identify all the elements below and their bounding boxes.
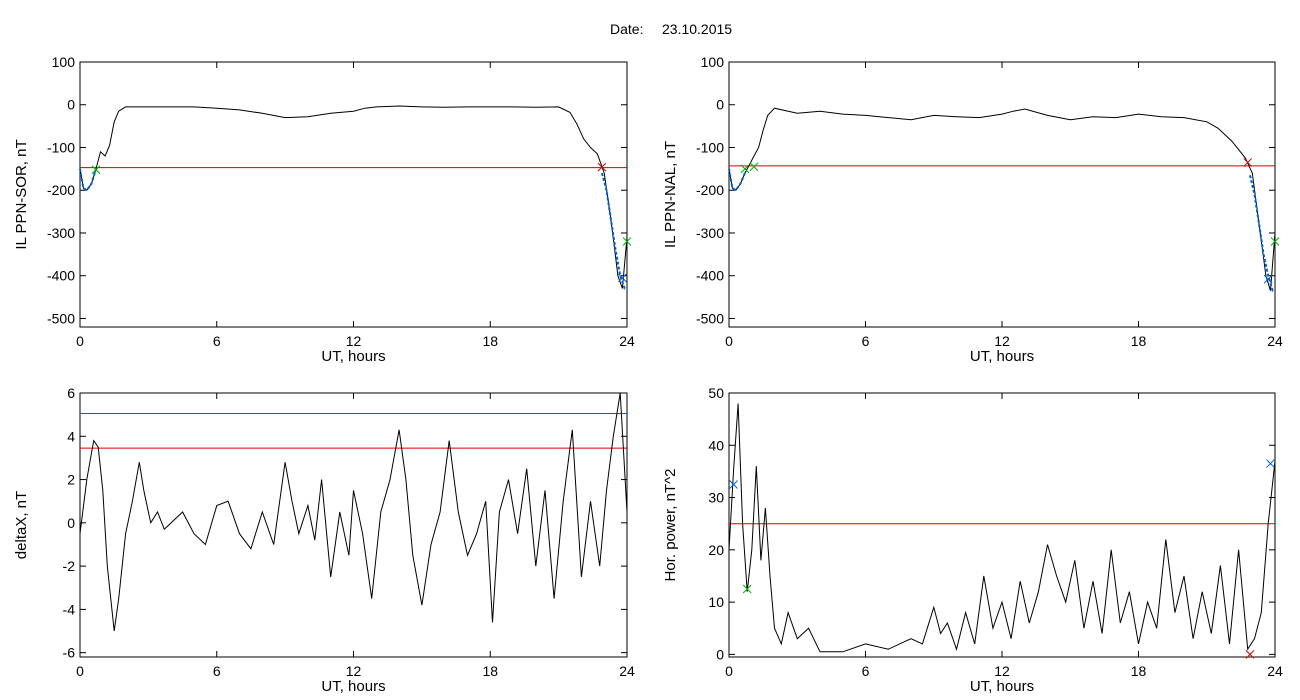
- y-tick-label: 100: [52, 54, 76, 70]
- y-tick-label: 0: [716, 646, 724, 662]
- x-tick-label: 18: [482, 333, 498, 349]
- y-tick-label: -200: [47, 182, 75, 198]
- y-tick-label: 40: [708, 437, 724, 453]
- x-tick-label: 0: [76, 333, 84, 349]
- x-tick-label: 6: [862, 333, 870, 349]
- y-tick-label: 4: [67, 428, 75, 444]
- date-label: Date:: [610, 21, 643, 37]
- x-marker: [1266, 459, 1275, 468]
- y-tick-label: 0: [67, 515, 75, 531]
- y-axis-label: deltaX, nT: [13, 491, 30, 559]
- y-tick-label: 10: [708, 594, 724, 610]
- x-marker: [618, 273, 627, 283]
- y-tick-label: 0: [67, 97, 75, 113]
- overlay-line: [1249, 175, 1275, 292]
- y-tick-label: -400: [47, 268, 75, 284]
- plot-frame: [728, 392, 1276, 658]
- x-tick-label: 12: [994, 663, 1010, 679]
- x-tick-label: 6: [213, 663, 221, 679]
- series-line: [728, 403, 1276, 653]
- plot-frame: [79, 61, 628, 328]
- overlay-line: [600, 172, 627, 290]
- plot-frame: [79, 392, 628, 658]
- date-value: 23.10.2015: [662, 21, 732, 37]
- y-tick-label: -200: [696, 182, 724, 198]
- x-marker: [729, 480, 738, 489]
- chart-ppn-sor: 0 6 12 18 24 100 0 -100 -200 -300 -400 -500 UT, hour…: [13, 54, 635, 365]
- x-marker: [742, 584, 752, 594]
- x-marker: [597, 162, 607, 172]
- x-tick-label: 6: [862, 663, 870, 679]
- y-tick-label: -4: [63, 601, 76, 617]
- x-tick-label: 0: [76, 663, 84, 679]
- y-tick-label: 20: [708, 542, 724, 558]
- series-line: [728, 107, 1276, 291]
- y-tick-label: -500: [696, 310, 724, 326]
- x-tick-label: 24: [1267, 663, 1283, 679]
- x-marker: [91, 165, 101, 175]
- y-tick-label: -300: [47, 225, 75, 241]
- overlay-line: [79, 168, 97, 192]
- y-tick-label: -100: [47, 139, 75, 155]
- y-tick-label: -2: [63, 558, 76, 574]
- x-marker: [622, 237, 632, 246]
- y-tick-label: 2: [67, 472, 75, 488]
- x-tick-label: 18: [1131, 663, 1147, 679]
- x-marker: [1243, 158, 1253, 167]
- x-tick-label: 0: [725, 663, 733, 679]
- x-tick-label: 6: [213, 333, 221, 349]
- x-tick-label: 12: [346, 663, 362, 679]
- y-tick-label: -100: [696, 139, 724, 155]
- y-tick-label: 0: [716, 97, 724, 113]
- x-marker: [740, 164, 750, 174]
- chart-deltax: 0 6 12 18 24 6 4 2 0 -2 -4 -6 UT, hours deltaX, nT: [13, 385, 635, 695]
- y-tick-label: 30: [708, 490, 724, 506]
- x-marker: [1263, 274, 1273, 284]
- y-axis-label: IL PPN-NAL, nT: [662, 141, 679, 248]
- chart-hor-power: 0 6 12 18 24 50 40 30 20 10 0 UT, hours Hor. power, …: [662, 385, 1283, 695]
- y-axis-label: Hor. power, nT^2: [662, 469, 679, 582]
- x-marker: [1270, 237, 1280, 246]
- x-tick-label: 12: [346, 333, 362, 349]
- x-axis-label: UT, hours: [321, 348, 385, 365]
- y-tick-label: -300: [696, 225, 724, 241]
- x-axis-label: UT, hours: [970, 678, 1034, 695]
- x-marker: [749, 162, 759, 172]
- x-axis-label: UT, hours: [321, 678, 385, 695]
- chart-ppn-nal: 0 6 12 18 24 100 0 -100 -200 -300 -400 -500 UT, hour…: [662, 54, 1283, 365]
- y-tick-label: -400: [696, 268, 724, 284]
- y-tick-label: -6: [63, 645, 76, 661]
- x-marker: [1245, 650, 1255, 659]
- y-tick-label: -500: [47, 310, 75, 326]
- series-line: [79, 105, 628, 289]
- x-axis-label: UT, hours: [970, 348, 1034, 365]
- x-tick-label: 12: [994, 333, 1010, 349]
- series-line: [79, 392, 628, 632]
- x-tick-label: 24: [1267, 333, 1283, 349]
- plot-frame: [728, 61, 1276, 328]
- x-tick-label: 18: [1131, 333, 1147, 349]
- y-tick-label: 50: [708, 385, 724, 401]
- x-tick-label: 24: [619, 333, 635, 349]
- y-axis-label: IL PPN-SOR, nT: [13, 139, 30, 249]
- overlay-line: [728, 168, 746, 192]
- x-tick-label: 0: [725, 333, 733, 349]
- y-tick-label: 6: [67, 385, 75, 401]
- x-tick-label: 24: [619, 663, 635, 679]
- x-tick-label: 18: [482, 663, 498, 679]
- y-tick-label: 100: [701, 54, 725, 70]
